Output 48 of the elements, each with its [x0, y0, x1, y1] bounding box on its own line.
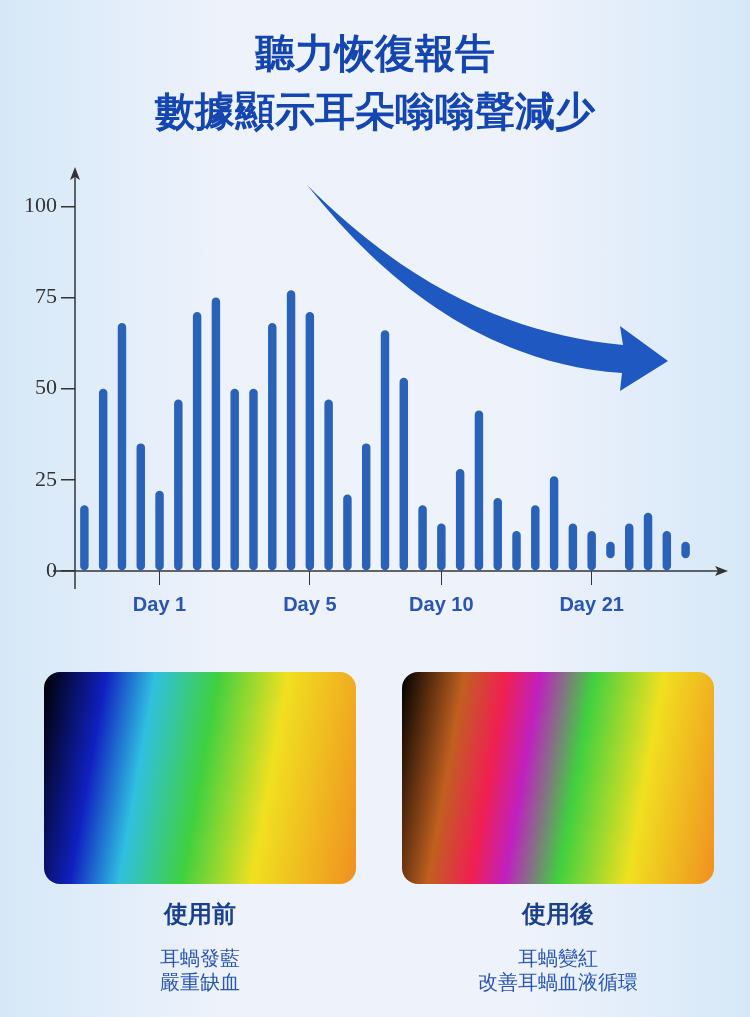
x-tick-label: Day 5	[283, 592, 337, 615]
bar	[192, 312, 202, 571]
bar	[305, 312, 315, 571]
bar	[568, 523, 578, 571]
bar	[531, 505, 540, 571]
bar	[230, 388, 239, 571]
bar	[493, 498, 502, 571]
bar	[455, 468, 465, 571]
bar	[343, 494, 352, 571]
bar	[286, 290, 296, 571]
bar	[136, 443, 145, 571]
text: 使用前	[162, 899, 237, 930]
chart-subtitle: 數據顯示耳朵嗡嗡聲減少	[153, 87, 597, 136]
bar	[249, 388, 258, 571]
bar	[662, 530, 672, 571]
text: 改善耳蝸血液循環	[477, 970, 639, 994]
bar	[437, 523, 446, 571]
bar	[268, 323, 277, 571]
x-tick-label: Day 1	[132, 592, 187, 615]
bar	[80, 505, 89, 571]
bar	[98, 388, 108, 571]
bar	[418, 505, 427, 571]
bar	[324, 399, 333, 571]
y-tick-label: 75	[35, 283, 57, 309]
bar	[361, 443, 371, 571]
bar	[474, 410, 484, 571]
y-tick-label: 25	[35, 465, 57, 491]
bar	[117, 323, 127, 571]
bar	[399, 377, 409, 571]
bar	[643, 512, 653, 571]
bar	[174, 399, 183, 571]
y-tick-label: 0	[46, 556, 57, 582]
text: 嚴重缺血	[159, 970, 241, 994]
bar	[512, 530, 521, 571]
text: 耳蝸變紅	[517, 946, 599, 970]
bar	[587, 530, 596, 571]
x-tick-label: Day 21	[559, 592, 624, 615]
chart-title: 聽力恢復報告	[254, 29, 496, 78]
x-tick-label: Day 10	[409, 592, 474, 615]
y-tick-label: 100	[24, 192, 57, 218]
bar	[625, 523, 634, 571]
y-tick-label: 50	[35, 374, 57, 400]
bar	[211, 297, 221, 571]
text: 耳蝸發藍	[159, 946, 241, 970]
bar	[155, 490, 164, 571]
bar	[380, 330, 390, 571]
bar	[549, 476, 559, 571]
text: 使用後	[520, 899, 595, 930]
